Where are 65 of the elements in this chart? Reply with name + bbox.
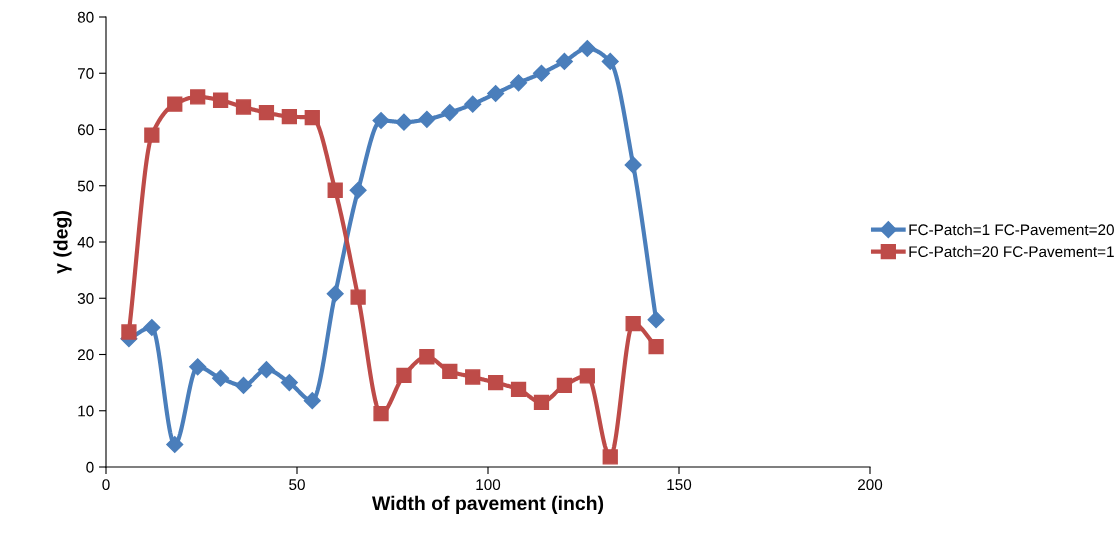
- point: [373, 405, 389, 422]
- point: [212, 369, 230, 387]
- y-tick-label: 40: [77, 236, 94, 248]
- point: [532, 64, 551, 82]
- point: [121, 324, 137, 340]
- point: [625, 315, 641, 332]
- point: [441, 104, 459, 122]
- point: [280, 374, 298, 392]
- point: [304, 110, 320, 126]
- point: [555, 52, 573, 70]
- point: [349, 181, 367, 199]
- point: [166, 435, 184, 454]
- point: [578, 39, 596, 58]
- point: [235, 99, 252, 115]
- point: [464, 95, 482, 113]
- point: [144, 127, 160, 143]
- y-tick-label: 10: [78, 405, 94, 417]
- point: [372, 111, 390, 130]
- x-tick-label: 100: [476, 479, 501, 491]
- point: [487, 84, 505, 103]
- x-axis-title: Width of pavement (inch): [371, 495, 604, 514]
- point: [418, 110, 436, 128]
- point: [624, 156, 642, 174]
- y-tick-label: 60: [77, 124, 94, 136]
- point: [442, 363, 458, 380]
- point: [465, 369, 481, 385]
- y-tick-label: 30: [77, 293, 94, 304]
- point: [143, 318, 161, 337]
- x-tick-label: 200: [858, 479, 883, 491]
- point: [602, 449, 618, 465]
- point: [556, 377, 573, 394]
- point: [350, 289, 366, 305]
- y-tick-label: 50: [77, 180, 94, 192]
- point: [395, 113, 413, 131]
- x-tick-label: 150: [667, 479, 692, 491]
- y-tick-label: 80: [77, 11, 94, 23]
- point: [212, 92, 229, 108]
- x-tick-label: 0: [102, 479, 110, 491]
- point: [234, 376, 253, 394]
- y-tick-label: 20: [77, 349, 94, 361]
- point: [189, 358, 207, 376]
- point: [303, 392, 321, 410]
- point: [190, 89, 206, 105]
- point: [510, 74, 528, 92]
- point: [396, 367, 412, 383]
- point: [257, 361, 275, 379]
- point: [579, 368, 595, 384]
- point: [648, 338, 664, 355]
- point: [258, 104, 275, 121]
- y-tick-label: 70: [77, 68, 94, 79]
- point: [647, 311, 665, 329]
- point: [281, 108, 297, 125]
- point: [488, 374, 504, 391]
- point: [327, 182, 343, 198]
- point: [167, 96, 183, 112]
- point: [533, 394, 550, 410]
- point: [326, 285, 344, 303]
- legend-label: FC-Patch=1 FC-Pavement=20: [909, 223, 1114, 236]
- legend-label: FC-Patch=20 FC-Pavement=1: [909, 245, 1114, 258]
- point: [510, 381, 527, 398]
- point: [601, 52, 619, 70]
- y-tick-label: 0: [86, 461, 94, 473]
- x-tick-label: 50: [289, 479, 305, 491]
- y-axis-title: γ (deg): [53, 211, 72, 274]
- point: [419, 349, 435, 365]
